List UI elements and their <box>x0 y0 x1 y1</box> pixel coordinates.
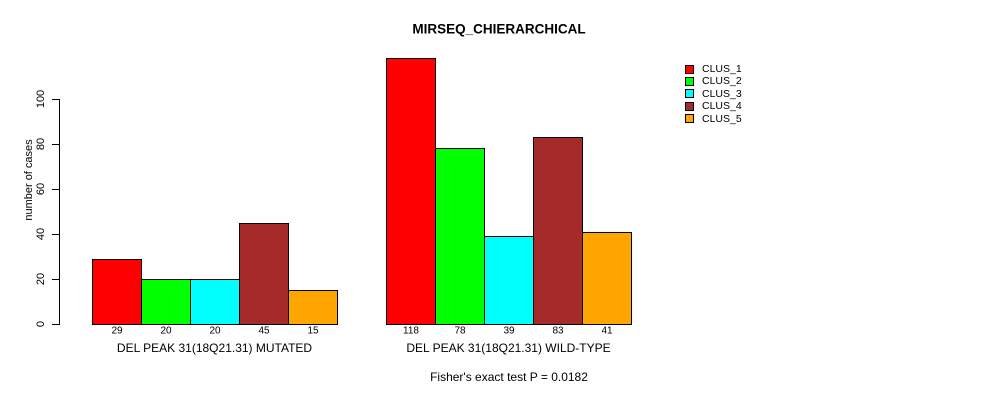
y-tick-label: 40 <box>35 227 47 241</box>
legend-label: CLUS_4 <box>702 100 742 113</box>
y-tick-mark <box>52 189 59 190</box>
legend-item: CLUS_2 <box>685 75 742 87</box>
y-axis-line <box>59 99 60 325</box>
group-label: DEL PEAK 31(18Q21.31) MUTATED <box>116 341 313 355</box>
y-tick-mark <box>52 234 59 235</box>
bar-value-label: 83 <box>552 325 564 337</box>
y-tick-mark <box>52 324 59 325</box>
bar-value-label: 29 <box>111 325 123 337</box>
bar <box>288 290 338 325</box>
legend-swatch-icon <box>685 89 694 99</box>
y-tick-label: 100 <box>35 89 47 109</box>
legend-label: CLUS_2 <box>702 75 742 88</box>
bar <box>190 279 240 325</box>
y-tick-mark <box>52 99 59 100</box>
bar-value-label: 20 <box>209 325 221 337</box>
legend-item: CLUS_5 <box>685 113 742 125</box>
bar-value-label: 41 <box>601 325 613 337</box>
legend-label: CLUS_1 <box>702 62 742 75</box>
legend-swatch-icon <box>685 77 694 87</box>
y-tick-label: 0 <box>35 320 47 328</box>
bar <box>582 232 632 325</box>
footer-note: Fisher's exact test P = 0.0182 <box>430 370 588 384</box>
legend-item: CLUS_3 <box>685 88 742 100</box>
bar <box>484 236 534 325</box>
legend-item: CLUS_1 <box>685 63 742 75</box>
bar-value-label: 15 <box>307 325 319 337</box>
y-axis-title: number of cases <box>23 139 35 221</box>
y-tick-label: 80 <box>35 137 47 151</box>
bar <box>141 279 191 325</box>
chart-title: MIRSEQ_CHIERARCHICAL <box>412 21 586 37</box>
bar <box>386 58 436 325</box>
bar <box>92 259 142 325</box>
legend: CLUS_1 CLUS_2 CLUS_3 CLUS_4 CLUS_5 <box>685 63 742 125</box>
bar-value-label: 45 <box>258 325 270 337</box>
bar <box>435 148 485 325</box>
legend-label: CLUS_5 <box>702 112 742 125</box>
legend-label: CLUS_3 <box>702 87 742 100</box>
bar-value-label: 20 <box>160 325 172 337</box>
y-tick-label: 60 <box>35 182 47 196</box>
legend-swatch-icon <box>685 64 694 74</box>
bar <box>533 137 583 325</box>
y-tick-mark <box>52 279 59 280</box>
bar-value-label: 78 <box>454 325 466 337</box>
legend-swatch-icon <box>685 101 694 111</box>
bar-value-label: 118 <box>403 325 419 337</box>
legend-item: CLUS_4 <box>685 100 742 112</box>
bar <box>239 223 289 325</box>
legend-swatch-icon <box>685 114 694 124</box>
group-label: DEL PEAK 31(18Q21.31) WILD-TYPE <box>406 341 611 355</box>
bar-value-label: 39 <box>503 325 515 337</box>
y-tick-mark <box>52 144 59 145</box>
y-tick-label: 20 <box>35 272 47 286</box>
